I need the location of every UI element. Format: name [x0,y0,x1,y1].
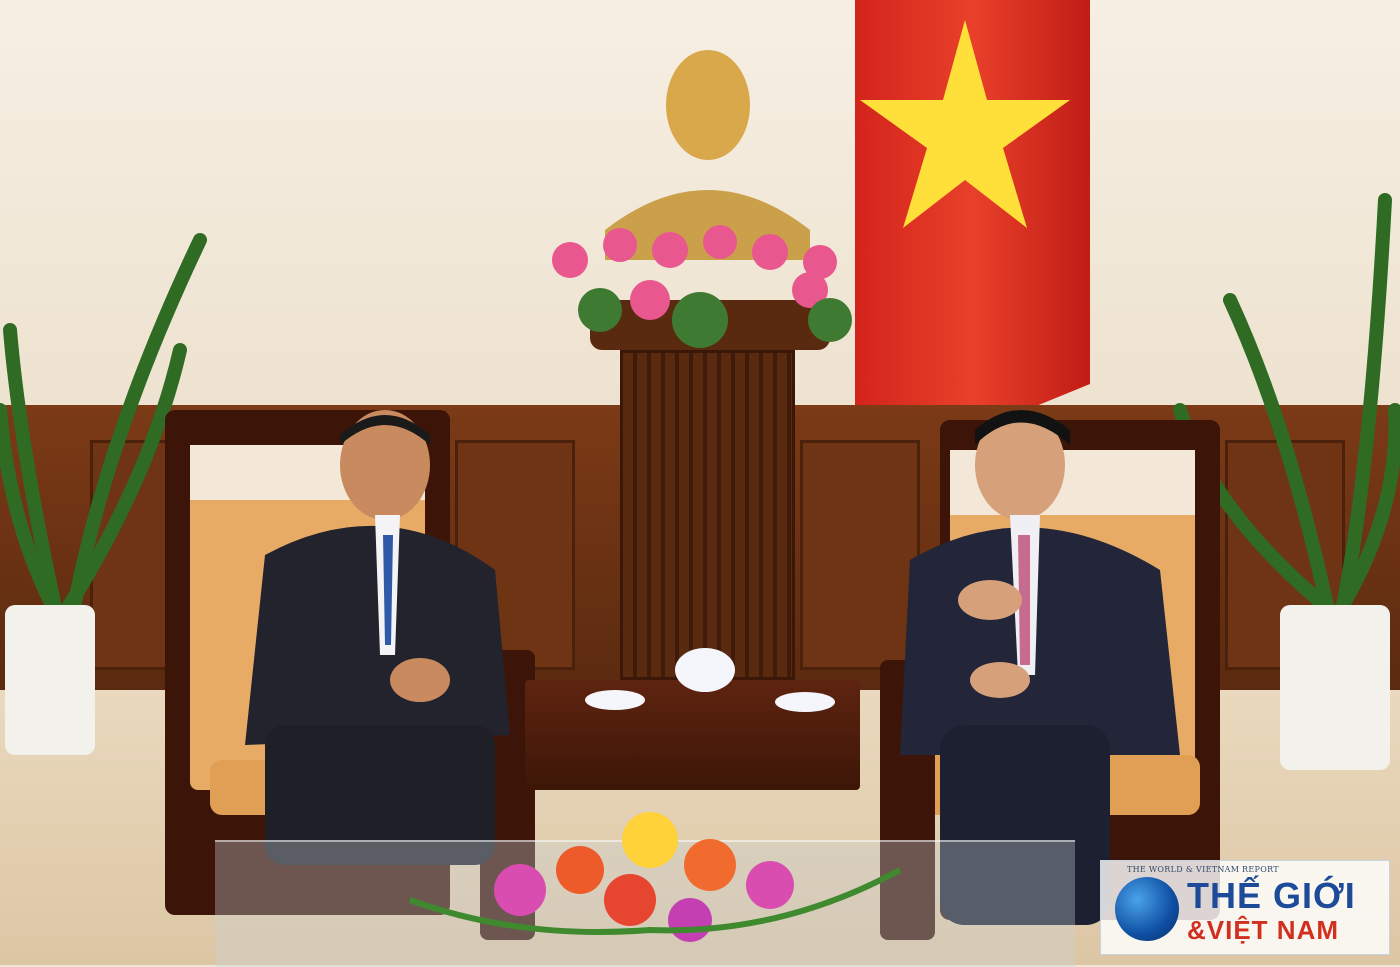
watermark-caption: THE WORLD & VIETNAM REPORT [1127,865,1279,874]
guest-man-left [245,410,510,865]
globe-icon [1115,877,1179,941]
tea-set [585,648,835,712]
wood-panel [800,440,920,670]
host-man-right [900,410,1180,925]
bust-and-lotus [552,50,852,350]
flower-arrangement [408,812,902,942]
flag-star-icon [860,20,1070,228]
watermark-title-line2: &VIỆT NAM [1187,915,1339,945]
potted-plant-left [0,233,207,755]
watermark-logo: THE WORLD & VIETNAM REPORT THẾ GIỚI &VIỆ… [1100,860,1390,955]
watermark-title-line1: THẾ GIỚI [1187,875,1356,916]
